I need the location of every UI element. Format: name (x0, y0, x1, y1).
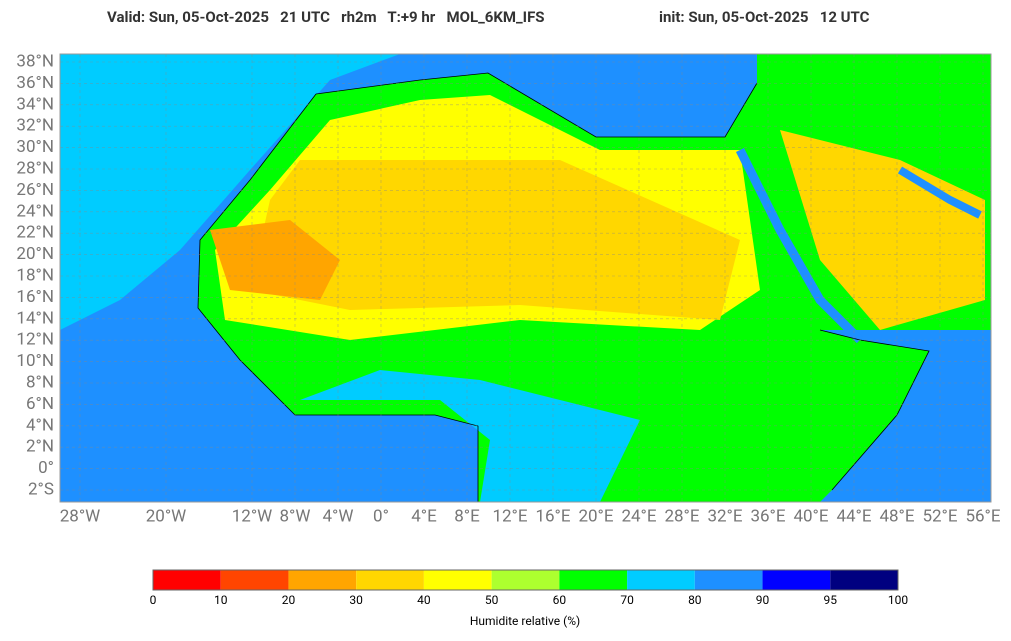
lat-label: 0° (38, 458, 54, 478)
lon-label: 12°W (232, 506, 273, 526)
lat-label: 38°N (16, 51, 54, 71)
colorbar-swatch (627, 570, 695, 590)
colorbar-tick-label: 100 (888, 593, 908, 607)
lat-label: 2°N (26, 437, 54, 457)
lon-label: 56°E (965, 506, 1000, 526)
red-sea (735, 147, 864, 344)
sahara-driest (210, 220, 340, 300)
lon-label: 8°W (280, 506, 311, 526)
lat-label: 8°N (26, 372, 54, 392)
lon-label: 24°E (621, 506, 656, 526)
colorbar-swatch (694, 570, 763, 590)
lon-label: 28°E (664, 506, 699, 526)
colorbar-tick-label: 90 (756, 593, 770, 607)
persian-gulf (897, 166, 982, 219)
colorbar-tick-label: 10 (214, 593, 228, 607)
lat-label: 2°S (28, 479, 54, 499)
lat-label: 4°N (26, 415, 54, 435)
lat-label: 30°N (16, 137, 54, 157)
colorbar-swatch (559, 570, 628, 590)
lon-label: 32°E (707, 506, 742, 526)
lat-label: 26°N (16, 180, 54, 200)
colorbar-tick-label: 20 (282, 593, 296, 607)
arabia-dry (780, 130, 985, 330)
header-right: init: Sun, 05-Oct-2025 12 UTC (659, 8, 870, 26)
lon-label: 36°E (750, 506, 785, 526)
lon-label: 12°E (492, 506, 527, 526)
lat-label: 32°N (16, 116, 54, 136)
colorbar-tick-label: 30 (349, 593, 363, 607)
colorbar-swatch (220, 570, 289, 590)
colorbar-tick-label: 70 (620, 593, 634, 607)
lat-label: 6°N (26, 394, 54, 414)
lon-label: 28°W (60, 506, 101, 526)
colorbar-tick-label: 50 (485, 593, 499, 607)
lon-label: 16°E (535, 506, 570, 526)
colorbar-tick-label: 95 (824, 593, 838, 607)
lon-label: 40°E (793, 506, 828, 526)
lat-label: 24°N (16, 201, 54, 221)
lat-label: 28°N (16, 158, 54, 178)
colorbar-swatch (153, 570, 221, 590)
lat-label: 14°N (16, 308, 54, 328)
land-wet (300, 370, 640, 502)
header-left: Valid: Sun, 05-Oct-2025 21 UTC rh2m T:+9… (107, 8, 545, 26)
lat-label: 20°N (16, 244, 54, 264)
colorbar-swatch (762, 570, 831, 590)
colorbar-swatch (356, 570, 424, 590)
lon-label: 20°W (146, 506, 187, 526)
lat-label: 18°N (16, 265, 54, 285)
grid (60, 54, 991, 502)
lon-label: 48°E (879, 506, 914, 526)
colorbar-tick-label: 40 (417, 593, 431, 607)
colorbar-swatch (830, 570, 898, 590)
colorbar-frame (152, 569, 899, 591)
colorbar-label: Humidite relative (%) (470, 614, 580, 628)
lat-label: 22°N (16, 223, 54, 243)
lon-label: 44°E (836, 506, 871, 526)
ocean-humid (60, 54, 400, 330)
map (60, 54, 991, 502)
lon-label: 20°E (578, 506, 613, 526)
lat-label: 10°N (16, 351, 54, 371)
colorbar-tick-label: 80 (688, 593, 702, 607)
lon-label: 0° (373, 506, 389, 526)
lat-label: 34°N (16, 94, 54, 114)
lat-label: 16°N (16, 287, 54, 307)
colorbar-swatch (423, 570, 492, 590)
colorbar-swatch (288, 570, 357, 590)
lon-label: 8°E (454, 506, 480, 526)
lon-label: 52°E (922, 506, 957, 526)
lon-label: 4°E (411, 506, 437, 526)
map-frame (59, 53, 992, 503)
lat-label: 36°N (16, 73, 54, 93)
sahara-drier (250, 160, 740, 320)
colorbar-tick-label: 0 (150, 593, 157, 607)
lat-label: 12°N (16, 330, 54, 350)
lon-label: 4°W (323, 506, 354, 526)
colorbar-tick-label: 60 (553, 593, 567, 607)
colorbar-swatch (491, 570, 560, 590)
